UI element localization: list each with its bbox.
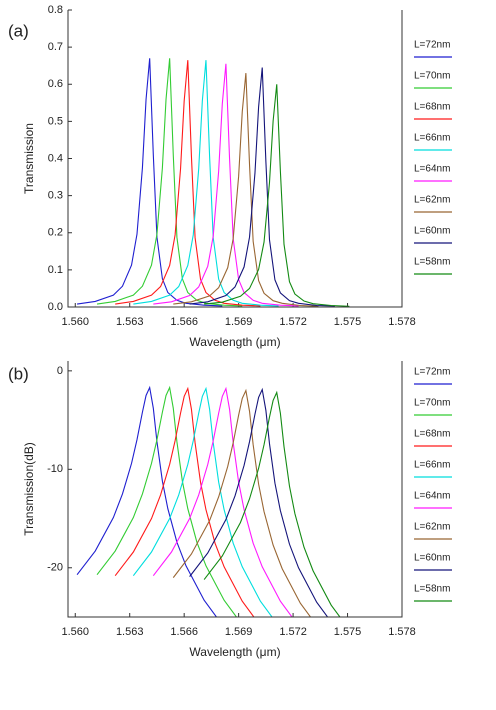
axis-frame <box>67 10 403 308</box>
legend-label: L=60nm <box>414 226 450 237</box>
legend-label: L=58nm <box>414 257 450 268</box>
series-line <box>153 63 299 307</box>
legend-label: L=72nm <box>414 40 450 51</box>
y-tick-label: 0 <box>57 365 63 377</box>
series-line <box>115 60 261 307</box>
x-tick-label: 1.572 <box>279 626 307 638</box>
y-tick-label: 0.2 <box>48 227 63 239</box>
panel-label: (a) <box>8 21 29 40</box>
series-line <box>77 58 223 307</box>
x-tick-label: 1.560 <box>61 626 89 638</box>
x-tick-label: 1.566 <box>170 316 198 328</box>
legend-label: L=60nm <box>414 553 450 564</box>
y-tick-label: -20 <box>47 562 63 574</box>
plot-area <box>76 385 341 617</box>
y-tick-label: -10 <box>47 463 63 475</box>
series-line <box>132 386 273 617</box>
x-tick-label: 1.563 <box>116 316 144 328</box>
x-tick-label: 1.578 <box>388 316 416 328</box>
series-line <box>189 67 335 307</box>
series-line <box>96 385 238 617</box>
series-line <box>204 84 350 307</box>
legend-label: L=68nm <box>414 429 450 440</box>
legend-label: L=64nm <box>414 164 450 175</box>
series-line <box>96 58 243 307</box>
y-tick-label: 0.0 <box>48 301 63 313</box>
x-tick-label: 1.575 <box>334 316 362 328</box>
y-axis-title: Transmission(dB) <box>22 442 36 536</box>
x-axis-title: Wavelength (μm) <box>189 645 280 659</box>
x-tick-label: 1.572 <box>279 316 307 328</box>
series-line <box>189 387 329 617</box>
legend-label: L=70nm <box>414 71 450 82</box>
series-line <box>152 386 293 617</box>
legend-label: L=62nm <box>414 522 450 533</box>
x-tick-label: 1.566 <box>170 626 198 638</box>
x-tick-label: 1.569 <box>225 626 253 638</box>
series-line <box>173 73 319 307</box>
axis-frame <box>67 361 403 618</box>
x-tick-label: 1.563 <box>116 626 144 638</box>
legend-label: L=70nm <box>414 398 450 409</box>
legend-label: L=66nm <box>414 460 450 471</box>
series-line <box>76 385 218 617</box>
x-tick-label: 1.578 <box>388 626 416 638</box>
y-axis-title: Transmission <box>22 123 36 194</box>
legend-label: L=66nm <box>414 133 450 144</box>
y-tick-label: 0.3 <box>48 190 63 202</box>
series-line <box>172 388 312 617</box>
legend-label: L=62nm <box>414 195 450 206</box>
series-line <box>203 390 341 617</box>
x-axis-title: Wavelength (μm) <box>189 335 280 349</box>
legend-label: L=68nm <box>414 102 450 113</box>
legend-label: L=64nm <box>414 491 450 502</box>
legend-label: L=72nm <box>414 367 450 378</box>
x-tick-label: 1.560 <box>61 316 89 328</box>
y-tick-label: 0.1 <box>48 264 63 276</box>
plot-area <box>77 58 350 307</box>
y-tick-label: 0.6 <box>48 78 63 90</box>
panel-label: (b) <box>8 364 29 383</box>
x-tick-label: 1.569 <box>225 316 253 328</box>
y-tick-label: 0.4 <box>48 152 63 164</box>
y-tick-label: 0.8 <box>48 4 63 16</box>
legend-label: L=58nm <box>414 584 450 595</box>
y-tick-label: 0.5 <box>48 115 63 127</box>
series-line <box>114 386 255 617</box>
series-line <box>133 60 279 307</box>
x-tick-label: 1.575 <box>334 626 362 638</box>
y-tick-label: 0.7 <box>48 41 63 53</box>
